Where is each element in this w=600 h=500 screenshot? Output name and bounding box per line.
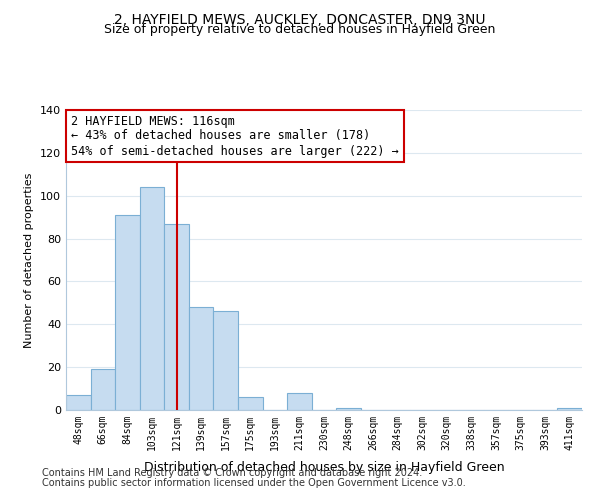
Bar [238, 397, 263, 410]
Text: 2, HAYFIELD MEWS, AUCKLEY, DONCASTER, DN9 3NU: 2, HAYFIELD MEWS, AUCKLEY, DONCASTER, DN… [114, 12, 486, 26]
Y-axis label: Number of detached properties: Number of detached properties [25, 172, 34, 348]
Bar [557, 408, 582, 410]
Bar [189, 307, 214, 410]
X-axis label: Distribution of detached houses by size in Hayfield Green: Distribution of detached houses by size … [143, 461, 505, 474]
Bar [115, 215, 140, 410]
Text: Contains public sector information licensed under the Open Government Licence v3: Contains public sector information licen… [42, 478, 466, 488]
Bar [287, 393, 312, 410]
Bar [164, 224, 189, 410]
Text: Contains HM Land Registry data © Crown copyright and database right 2024.: Contains HM Land Registry data © Crown c… [42, 468, 422, 477]
Text: Size of property relative to detached houses in Hayfield Green: Size of property relative to detached ho… [104, 22, 496, 36]
Text: 2 HAYFIELD MEWS: 116sqm
← 43% of detached houses are smaller (178)
54% of semi-d: 2 HAYFIELD MEWS: 116sqm ← 43% of detache… [71, 114, 399, 158]
Bar [214, 312, 238, 410]
Bar [140, 187, 164, 410]
Bar [91, 370, 115, 410]
Bar [66, 395, 91, 410]
Bar [336, 408, 361, 410]
